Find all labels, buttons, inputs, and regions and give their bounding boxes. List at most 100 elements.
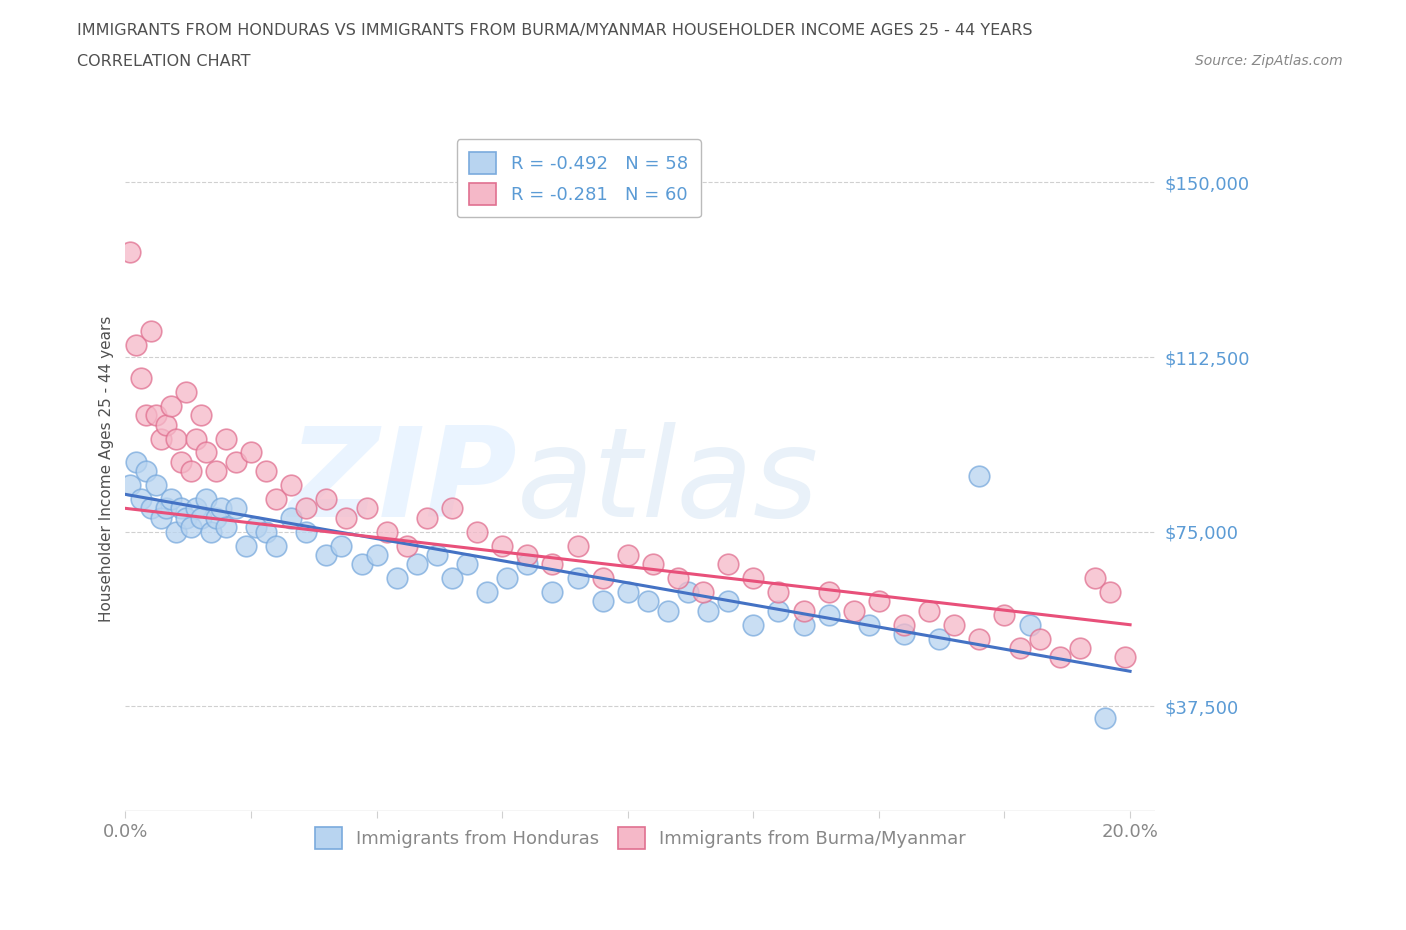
Point: [426, 548, 449, 563]
Text: IMMIGRANTS FROM HONDURAS VS IMMIGRANTS FROM BURMA/MYANMAR HOUSEHOLDER INCOME AGE: IMMIGRANTS FROM HONDURAS VS IMMIGRANTS F…: [77, 23, 1033, 38]
Point: [465, 525, 488, 539]
Point: [135, 407, 157, 422]
Point: [697, 604, 720, 618]
Point: [139, 501, 162, 516]
Point: [315, 548, 337, 563]
Point: [742, 571, 765, 586]
Point: [366, 548, 388, 563]
Point: [120, 478, 142, 493]
Point: [440, 501, 463, 516]
Point: [120, 245, 142, 259]
Text: Source: ZipAtlas.com: Source: ZipAtlas.com: [1195, 54, 1343, 68]
Point: [139, 324, 162, 339]
Point: [174, 511, 197, 525]
Point: [245, 520, 267, 535]
Point: [742, 618, 765, 632]
Point: [793, 604, 815, 618]
Point: [893, 627, 915, 642]
Point: [637, 594, 659, 609]
Point: [893, 618, 915, 632]
Point: [254, 525, 277, 539]
Text: CORRELATION CHART: CORRELATION CHART: [77, 54, 250, 69]
Point: [194, 445, 217, 460]
Point: [385, 571, 408, 586]
Point: [356, 501, 378, 516]
Point: [928, 631, 950, 646]
Point: [793, 618, 815, 632]
Point: [209, 501, 232, 516]
Point: [335, 511, 357, 525]
Point: [616, 585, 638, 600]
Point: [215, 520, 238, 535]
Point: [165, 525, 187, 539]
Legend: Immigrants from Honduras, Immigrants from Burma/Myanmar: Immigrants from Honduras, Immigrants fro…: [308, 820, 973, 857]
Point: [205, 511, 228, 525]
Point: [225, 455, 247, 470]
Point: [541, 557, 564, 572]
Point: [205, 464, 228, 479]
Point: [295, 525, 318, 539]
Point: [215, 432, 238, 446]
Point: [159, 398, 181, 413]
Point: [1094, 711, 1116, 725]
Point: [330, 538, 353, 553]
Point: [184, 432, 207, 446]
Point: [395, 538, 418, 553]
Point: [280, 478, 302, 493]
Point: [666, 571, 689, 586]
Point: [180, 464, 202, 479]
Point: [315, 492, 337, 507]
Point: [264, 538, 287, 553]
Point: [868, 594, 890, 609]
Point: [1114, 650, 1136, 665]
Point: [475, 585, 498, 600]
Point: [842, 604, 865, 618]
Point: [993, 608, 1015, 623]
Point: [165, 432, 187, 446]
Point: [692, 585, 714, 600]
Point: [190, 407, 212, 422]
Point: [190, 511, 212, 525]
Point: [375, 525, 398, 539]
Point: [491, 538, 513, 553]
Point: [567, 571, 589, 586]
Point: [124, 338, 146, 352]
Point: [717, 594, 740, 609]
Point: [129, 370, 152, 385]
Point: [235, 538, 257, 553]
Point: [918, 604, 941, 618]
Point: [592, 594, 614, 609]
Point: [1098, 585, 1121, 600]
Point: [1018, 618, 1040, 632]
Point: [516, 548, 538, 563]
Point: [592, 571, 614, 586]
Point: [1049, 650, 1071, 665]
Point: [1084, 571, 1107, 586]
Point: [1008, 641, 1031, 656]
Point: [124, 455, 146, 470]
Point: [456, 557, 478, 572]
Point: [129, 492, 152, 507]
Point: [194, 492, 217, 507]
Point: [516, 557, 538, 572]
Text: ZIP: ZIP: [288, 422, 517, 543]
Point: [295, 501, 318, 516]
Point: [264, 492, 287, 507]
Point: [616, 548, 638, 563]
Point: [858, 618, 880, 632]
Point: [170, 455, 193, 470]
Point: [768, 585, 790, 600]
Text: atlas: atlas: [517, 422, 818, 543]
Point: [280, 511, 302, 525]
Point: [969, 469, 991, 484]
Point: [541, 585, 564, 600]
Point: [405, 557, 427, 572]
Point: [817, 608, 839, 623]
Point: [159, 492, 181, 507]
Point: [180, 520, 202, 535]
Point: [641, 557, 664, 572]
Point: [174, 384, 197, 399]
Point: [350, 557, 373, 572]
Point: [768, 604, 790, 618]
Point: [145, 407, 167, 422]
